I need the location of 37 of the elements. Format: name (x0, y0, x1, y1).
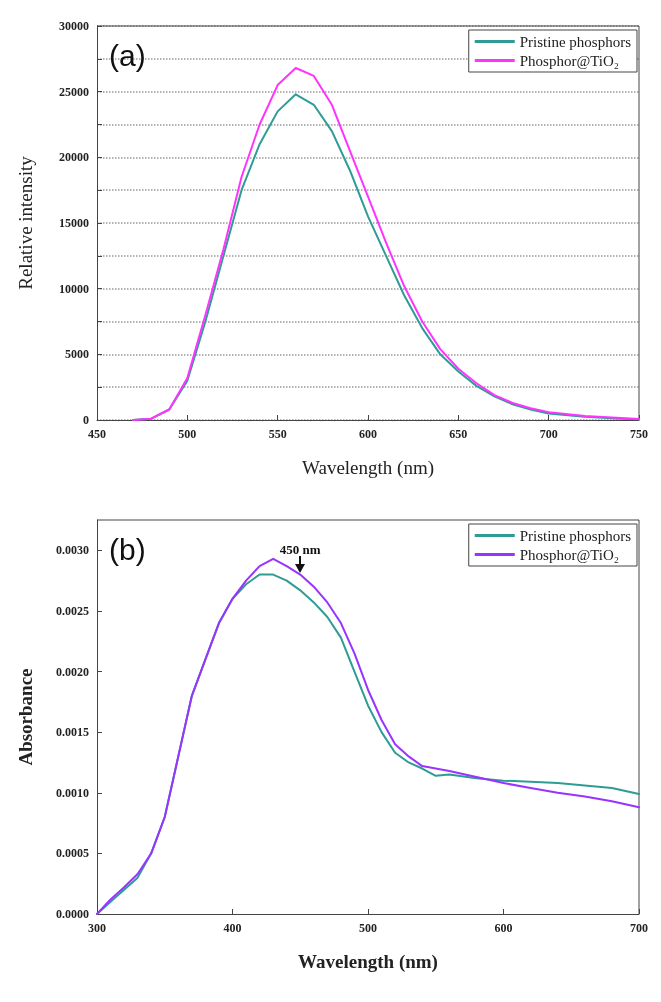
x-tick-label: 500 (178, 427, 197, 441)
x-tick-label: 300 (88, 921, 106, 935)
x-tick-label: 600 (359, 427, 377, 441)
x-tick-label: 600 (494, 921, 513, 935)
x-tick-label: 400 (223, 921, 242, 935)
y-tick-label: 25000 (59, 84, 89, 99)
x-tick-label: 700 (539, 427, 558, 441)
annotation: (a) (109, 38, 146, 72)
x-tick-label: 550 (268, 427, 287, 441)
x-axis-title: Wavelength (nm) (298, 951, 438, 973)
x-tick-label: 650 (449, 427, 468, 441)
y-tick-label: 0 (83, 413, 89, 427)
y-tick-label: 0.0025 (56, 603, 89, 618)
y-tick-label: 0.0010 (56, 785, 89, 800)
y-tick-label: 0.0000 (56, 907, 89, 921)
y-tick-label: 5000 (65, 347, 89, 362)
x-axis-title: Wavelength (nm) (302, 457, 434, 479)
y-tick-label: 0.0020 (56, 664, 89, 679)
y-axis-title: Absorbance (15, 668, 36, 766)
x-tick-label: 500 (359, 921, 377, 935)
annotation: 450 nm (279, 541, 321, 557)
legend-label: Pristine phosphors (519, 527, 632, 544)
x-tick-label: 450 (88, 427, 106, 441)
y-tick-label: 30000 (59, 19, 89, 33)
y-axis-title: Relative intensity (15, 155, 36, 290)
y-tick-label: 0.0005 (56, 846, 89, 861)
y-tick-label: 0.0015 (56, 725, 89, 740)
legend-label: Phosphor@TiO₂ (519, 52, 620, 69)
y-tick-label: 20000 (59, 150, 89, 165)
y-tick-label: 15000 (59, 216, 89, 230)
legend-label: Phosphor@TiO₂ (519, 546, 620, 563)
y-tick-label: 0.0030 (56, 543, 89, 558)
legend-label: Pristine phosphors (519, 33, 632, 50)
x-tick-label: 700 (630, 921, 648, 935)
annotation: (b) (109, 532, 146, 566)
x-tick-label: 750 (630, 427, 648, 441)
y-tick-label: 10000 (59, 281, 89, 296)
